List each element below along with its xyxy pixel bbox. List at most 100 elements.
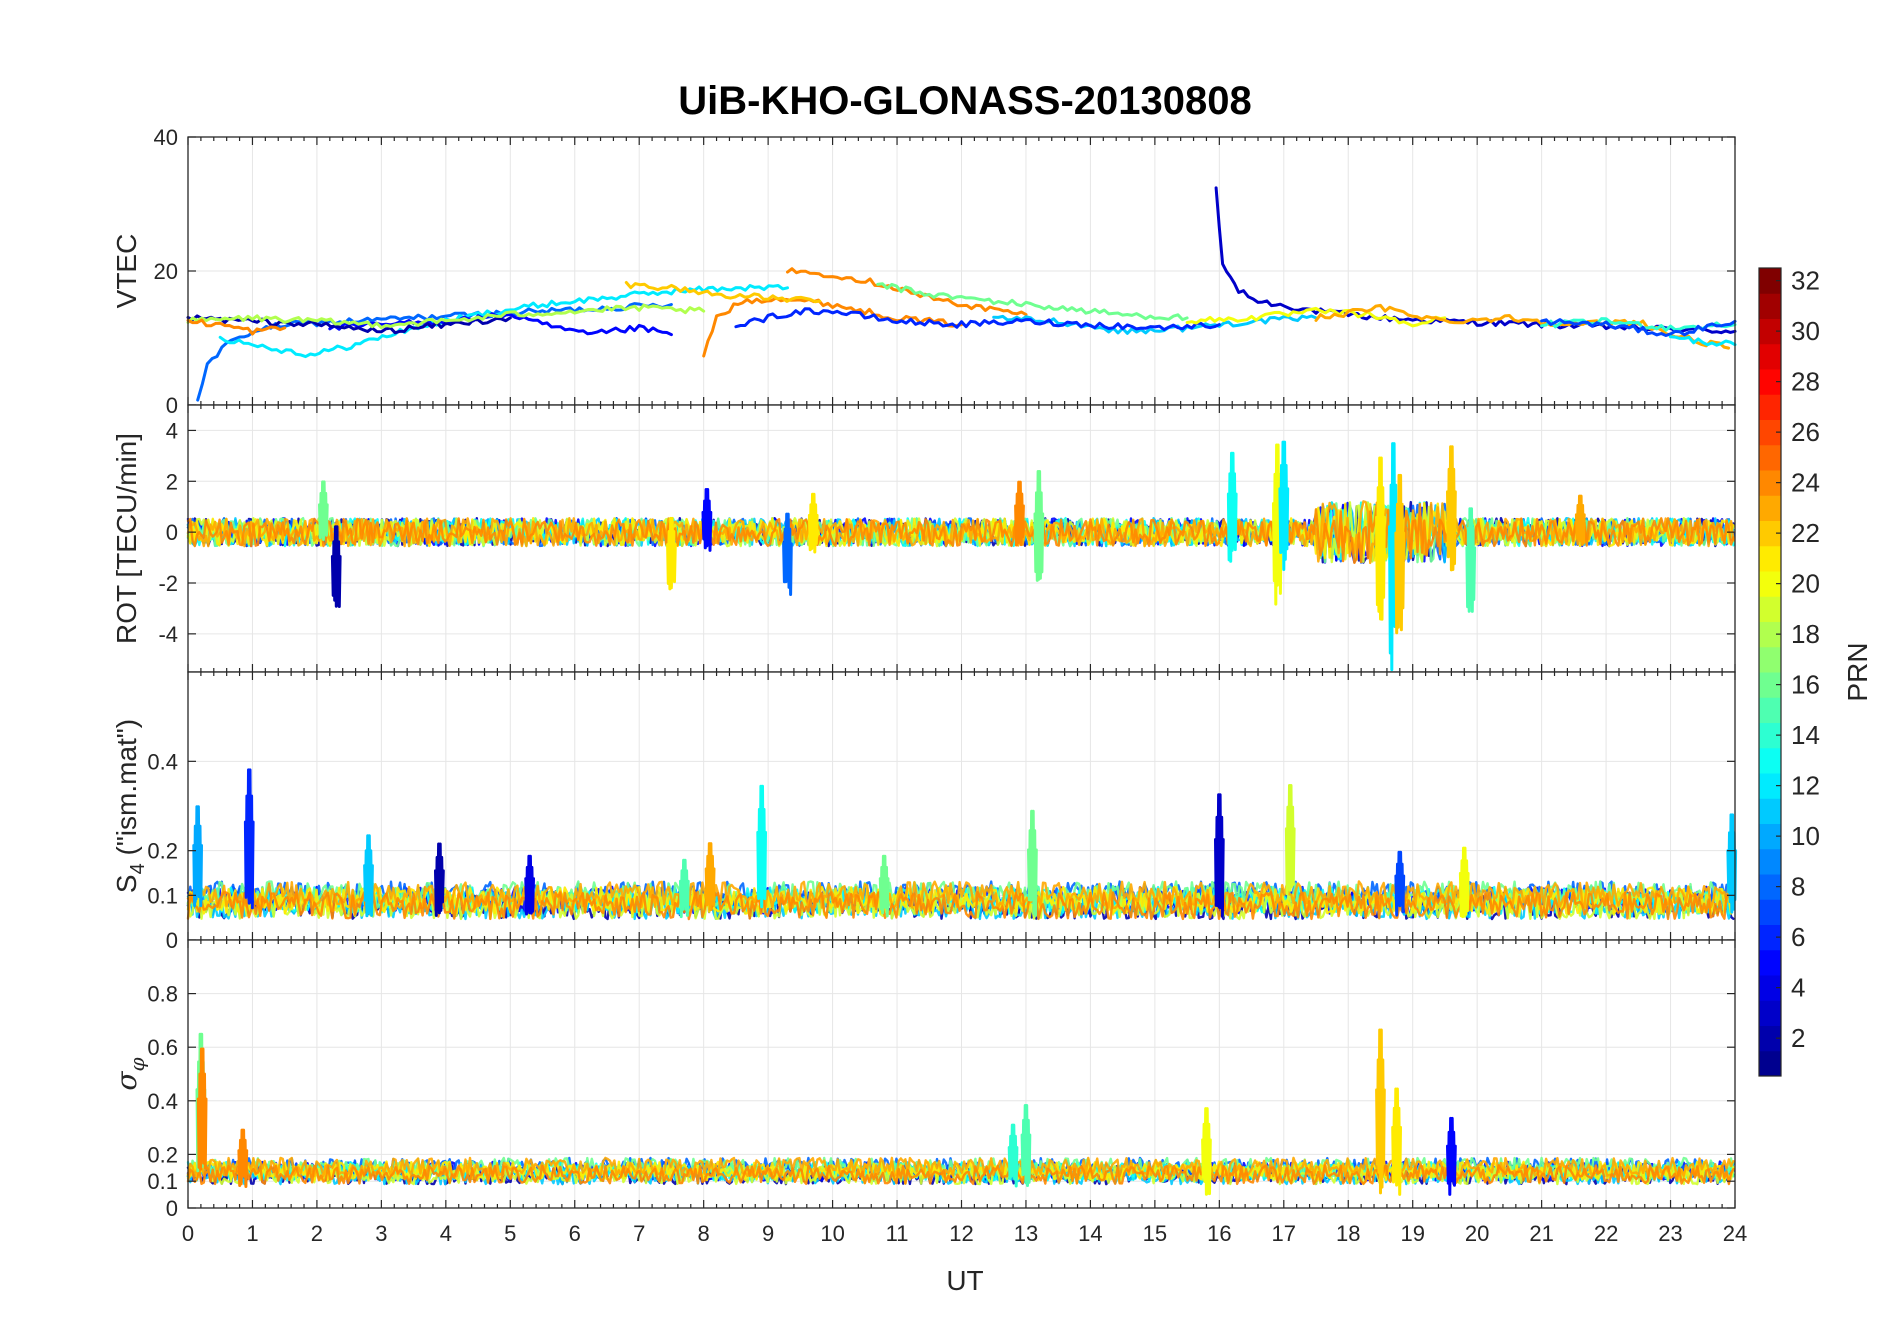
colorbar-bin <box>1759 848 1781 875</box>
y-axis-label: VTEC <box>111 234 142 309</box>
spike-prn-10 <box>192 805 203 908</box>
x-tick-label: 11 <box>886 1221 909 1246</box>
y-tick-label: 0 <box>166 393 178 418</box>
vtec-series-prn-22 <box>624 281 822 304</box>
vtec-series-prn-12 <box>1669 335 1737 347</box>
colorbar-bin <box>1759 545 1781 572</box>
vtec-series-prn-6 <box>734 307 1221 332</box>
colorbar-bin <box>1759 470 1781 496</box>
y-axis-label-main: σ <box>110 1071 143 1091</box>
spike-prn-24 <box>1014 480 1025 547</box>
colorbar-tick-label: 12 <box>1791 771 1820 801</box>
colorbar-tick-label: 30 <box>1791 316 1820 346</box>
spike-prn-16 <box>1033 470 1045 582</box>
panel-2: -4 -2 0 2 4 ROT [TECU/min] <box>111 404 1736 673</box>
vtec-series-prn-16 <box>876 282 1189 322</box>
vtec-series-prn-24 <box>186 318 287 336</box>
ticks <box>187 405 1736 672</box>
colorbar-tick-label: 26 <box>1791 417 1820 447</box>
vtec-series-prn-20 <box>1185 306 1447 328</box>
spike-prn-16 <box>1027 809 1038 917</box>
noise-series-prn-23 <box>186 1156 1735 1178</box>
vtec-series-prn-24 <box>702 296 963 358</box>
spike-prn-13 <box>756 784 767 909</box>
spike-prn-23 <box>704 842 716 912</box>
colorbar-tick-label: 2 <box>1791 1023 1805 1053</box>
y-tick-label: 0 <box>166 520 178 545</box>
colorbar-bin <box>1759 672 1781 698</box>
spike-prn-11 <box>363 834 374 918</box>
y-tick-label: -4 <box>158 622 178 647</box>
colorbar-bin <box>1759 747 1781 774</box>
ticks <box>187 672 1736 941</box>
x-tick-label: 10 <box>820 1221 844 1246</box>
spike-prn-2 <box>434 842 445 917</box>
spike-prn-5 <box>1446 1116 1457 1196</box>
ticks <box>187 940 1736 1209</box>
spike-prn-15 <box>1020 1104 1032 1187</box>
vtec-series-prn-18 <box>186 303 706 330</box>
colorbar-bin <box>1759 722 1781 749</box>
spike-prn-15 <box>679 858 690 919</box>
y-tick-label: 0.1 <box>147 1169 178 1194</box>
colorbar-bin <box>1759 571 1781 597</box>
data-layer <box>186 186 1737 402</box>
x-tick-label: 3 <box>375 1221 387 1246</box>
colorbar-bin <box>1759 899 1781 925</box>
spike-prn-22 <box>1375 1028 1386 1195</box>
spike-prn-5 <box>701 488 713 552</box>
colorbar-bin <box>1759 697 1781 723</box>
spike-prn-21 <box>666 516 677 591</box>
y-tick-label: 20 <box>154 259 178 284</box>
x-tick-label: 24 <box>1723 1221 1747 1246</box>
y-tick-label: -2 <box>158 571 178 596</box>
colorbar-tick-label: 8 <box>1791 872 1805 902</box>
x-tick-label: 9 <box>762 1221 774 1246</box>
spike-prn-21 <box>807 492 819 554</box>
spike-prn-23 <box>1574 494 1586 545</box>
data-layer <box>186 440 1735 672</box>
y-tick-label: 2 <box>166 469 178 494</box>
spike-prn-16 <box>878 854 890 918</box>
y-tick-label: 0.4 <box>147 1089 178 1114</box>
colorbar-label: PRN <box>1842 642 1873 701</box>
colorbar-bin <box>1759 419 1781 446</box>
vtec-series-prn-24 <box>786 267 1028 317</box>
spike-prn-12 <box>1278 440 1290 571</box>
colorbar-tick-label: 18 <box>1791 619 1820 649</box>
spike-prn-14 <box>1007 1123 1019 1188</box>
noise-series-prn-24 <box>186 501 1735 564</box>
colorbar-bin <box>1759 949 1781 976</box>
x-tick-label: 19 <box>1400 1221 1424 1246</box>
spike-prn-3 <box>1214 793 1225 918</box>
ticks <box>187 136 1736 406</box>
colorbar-tick-label: 28 <box>1791 367 1820 397</box>
y-tick-label: 0.8 <box>147 982 178 1007</box>
spike-prn-19 <box>1284 784 1296 896</box>
spike-prn-4 <box>524 854 535 916</box>
y-tick-label: 0 <box>166 1196 178 1221</box>
spike-prn-2 <box>330 525 342 608</box>
x-tick-label: 0 <box>182 1221 194 1246</box>
spike-prn-24 <box>237 1128 249 1188</box>
x-tick-label: 8 <box>698 1221 710 1246</box>
spike-prn-15 <box>1465 507 1477 613</box>
panel-3: 00.10.20.4S4 ("ism.mat") <box>111 671 1738 953</box>
colorbar-bin <box>1759 1000 1781 1026</box>
colorbar-tick-label: 24 <box>1791 468 1820 498</box>
spike-prn-20 <box>1201 1107 1212 1196</box>
spike-prn-13 <box>1226 451 1238 563</box>
colorbar-bin <box>1759 773 1781 799</box>
y-tick-label: 0.4 <box>147 749 178 774</box>
data-layer <box>186 1028 1735 1196</box>
x-tick-label: 1 <box>246 1221 258 1246</box>
colorbar-bin <box>1759 924 1781 951</box>
x-tick-label: 4 <box>440 1221 452 1246</box>
colorbar-bin <box>1759 520 1781 547</box>
spike-prn-16 <box>318 480 329 541</box>
colorbar-bin <box>1759 596 1781 622</box>
x-tick-label: 7 <box>633 1221 645 1246</box>
